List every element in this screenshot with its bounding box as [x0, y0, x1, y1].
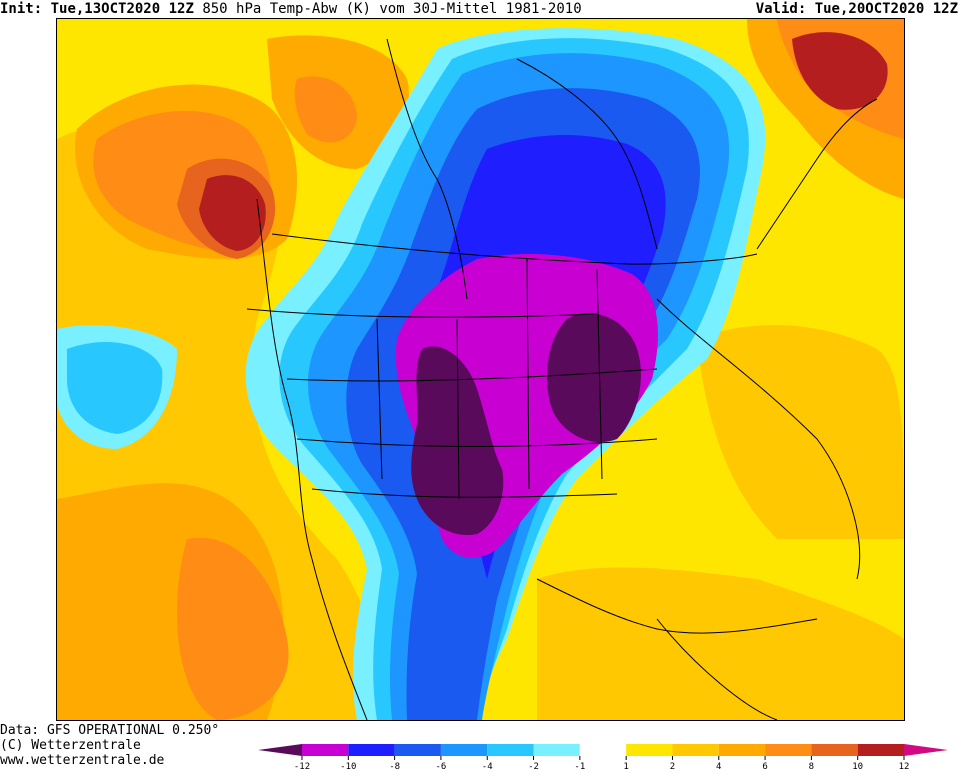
- legend-tick-label: -12: [293, 762, 311, 772]
- legend-tick-label: -10: [340, 762, 357, 772]
- legend-swatch: [857, 744, 904, 756]
- init-label: Init:: [0, 1, 43, 17]
- header-valid: Valid: Tue,20OCT2020 12Z: [756, 0, 958, 18]
- legend-tick-label: 4: [716, 762, 722, 772]
- field-darkorange-north: [294, 76, 357, 143]
- legend-arrow-min: [258, 744, 302, 756]
- legend-tick-label: 6: [762, 762, 768, 772]
- legend-swatch: [718, 744, 766, 756]
- legend-swatch: [394, 744, 441, 756]
- footer-website[interactable]: www.wetterzentrale.de: [0, 753, 165, 768]
- valid-label: Valid:: [755, 1, 807, 17]
- temperature-anomaly-map: [56, 18, 905, 721]
- legend-tick-label: 12: [898, 762, 910, 772]
- legend-swatch: [302, 744, 349, 756]
- valid-value: Tue,20OCT2020 12Z: [814, 1, 958, 17]
- field-red-nw: [199, 175, 266, 251]
- field-purple-south: [411, 346, 504, 535]
- header-init: Init: Tue,13OCT2020 12Z 850 hPa Temp-Abw…: [0, 0, 582, 18]
- legend-swatch: [440, 744, 488, 756]
- legend-tick-label: 8: [808, 762, 815, 772]
- field-orange-sw: [177, 537, 289, 720]
- legend-tick-label: -6: [435, 762, 447, 772]
- init-value: Tue,13OCT2020 12Z: [50, 1, 194, 17]
- legend-swatch: [765, 744, 812, 756]
- anomaly-field: [57, 19, 904, 720]
- field-purple-east: [547, 313, 641, 443]
- legend-swatch: [533, 744, 580, 756]
- legend-swatch: [487, 744, 534, 756]
- legend-swatch: [626, 744, 673, 756]
- chart-title: 850 hPa Temp-Abw (K) vom 30J-Mittel 1981…: [202, 1, 582, 17]
- legend-swatch: [348, 744, 395, 756]
- legend-tick-label: -4: [481, 762, 493, 772]
- field-sky-pacific: [67, 341, 163, 434]
- legend-tick-label: -2: [528, 762, 539, 772]
- legend-tick-label: 1: [623, 762, 629, 772]
- legend-tick-label: -1: [574, 762, 586, 772]
- field-gold-south: [537, 567, 904, 720]
- footer-data-source: Data: GFS OPERATIONAL 0.250°: [0, 723, 220, 738]
- field-red-ne: [792, 32, 888, 110]
- legend-swatch: [579, 744, 627, 756]
- color-legend: -12 -10 -8 -6 -4 -2 -1 1 2 4 6 8 10 12: [258, 742, 958, 776]
- legend-swatch: [811, 744, 858, 756]
- legend-tick-label: 10: [852, 762, 864, 772]
- legend-tick-label: -8: [389, 762, 401, 772]
- geographic-borders: [246, 38, 878, 720]
- legend-tick-label: 2: [669, 762, 676, 772]
- legend-colorbar: [258, 744, 948, 760]
- legend-arrow-max: [904, 744, 948, 756]
- legend-swatch: [672, 744, 719, 756]
- field-gold-east: [697, 325, 904, 539]
- footer-copyright: (C) Wetterzentrale: [0, 738, 141, 753]
